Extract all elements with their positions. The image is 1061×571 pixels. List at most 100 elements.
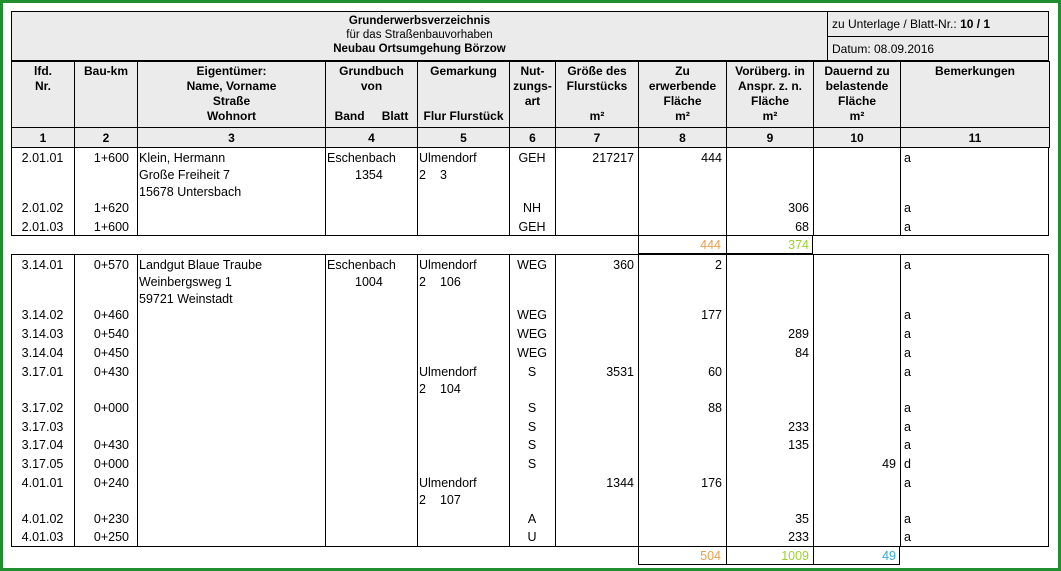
row-nutzungsart: S <box>527 438 537 452</box>
row-bau-km: 1+600 <box>93 220 129 234</box>
owner-street: Große Freiheit 7 <box>139 168 231 182</box>
grid-line <box>900 147 901 236</box>
row-bemerkung: a <box>904 201 911 215</box>
grid-line <box>726 147 727 236</box>
gemarkung-flur: 2 <box>419 382 426 396</box>
gemarkung-flurstueck: 3 <box>439 168 447 182</box>
row-number: 3.14.03 <box>21 327 64 341</box>
group2-owner: Landgut Blaue Traube Weinbergsweg 1 5972… <box>139 257 262 308</box>
column-number-7: 7 <box>555 127 639 148</box>
gemarkung-name: Ulmendorf <box>419 151 477 165</box>
column-number-4: 4 <box>325 127 418 148</box>
grid-line <box>813 147 814 236</box>
row-number: 3.14.02 <box>21 308 64 322</box>
row-erwerb-flaeche: 60 <box>708 365 722 379</box>
column-header-3: Eigentümer: Name, Vorname Straße Wohnort <box>137 61 326 128</box>
group1-sum-col9: 374 <box>788 238 809 252</box>
document-date: Datum: 08.09.2016 <box>832 42 935 56</box>
column-header-label: Grundbuch von <box>339 64 404 93</box>
group2-gemarkung-c: Ulmendorf 2 107 <box>419 475 509 509</box>
row-bemerkung: a <box>904 220 911 234</box>
grid-line <box>900 254 901 547</box>
column-number-11: 11 <box>900 127 1050 148</box>
column-header-label: Eigentümer: Name, Vorname Straße Wohnort <box>186 64 277 123</box>
project-name: Neubau Ortsumgehung Börzow <box>333 43 506 55</box>
row-nutzungsart: NH <box>522 201 542 215</box>
owner-name: Landgut Blaue Traube <box>139 258 263 272</box>
row-bemerkung: a <box>904 346 911 360</box>
row-nutzungsart: S <box>527 457 537 471</box>
column-header-label: Bemerkungen <box>934 64 1016 78</box>
row-nutzungsart: S <box>527 401 537 415</box>
row-flurstueck-size: 217217 <box>592 151 634 165</box>
row-number: 3.14.01 <box>21 258 64 272</box>
row-bau-km: 0+570 <box>93 258 129 272</box>
row-erwerb-flaeche: 88 <box>708 401 722 415</box>
owner-name: Klein, Hermann <box>139 151 226 165</box>
row-erwerb-flaeche: 444 <box>701 151 722 165</box>
row-bemerkung: a <box>904 401 911 415</box>
row-nutzungsart: U <box>527 530 537 544</box>
reference-value: 10 / 1 <box>960 17 991 31</box>
title-box: Grunderwerbsverzeichnis für das Straßenb… <box>11 11 828 61</box>
row-voruebergehend-flaeche: 135 <box>788 438 809 452</box>
row-erwerb-flaeche: 176 <box>701 476 722 490</box>
group1-owner: Klein, Hermann Große Freiheit 7 15678 Un… <box>139 150 241 201</box>
gemarkung-flurstueck: 107 <box>439 493 461 507</box>
row-bemerkung: a <box>904 365 911 379</box>
document-title: Grunderwerbsverzeichnis <box>348 15 491 27</box>
row-number: 3.17.01 <box>21 365 64 379</box>
column-header-6: Nut- zungs- art <box>509 61 556 128</box>
row-number: 4.01.01 <box>21 476 64 490</box>
column-subheader: Band Blatt <box>326 109 417 124</box>
grid-line <box>137 147 138 236</box>
row-flurstueck-size: 1344 <box>606 476 634 490</box>
owner-city: 15678 Untersbach <box>139 185 242 199</box>
column-header-label: Bau-km <box>83 64 128 78</box>
row-nutzungsart: S <box>527 365 537 379</box>
row-bau-km: 0+000 <box>93 401 129 415</box>
column-number-6: 6 <box>509 127 556 148</box>
column-header-label: lfd. Nr. <box>34 64 52 93</box>
row-voruebergehend-flaeche: 233 <box>788 530 809 544</box>
row-nutzungsart: GEH <box>518 151 546 165</box>
row-bau-km: 0+540 <box>93 327 129 341</box>
grid-line <box>638 254 639 547</box>
row-bau-km: 0+460 <box>93 308 129 322</box>
column-header-label: Gemarkung <box>430 64 497 78</box>
grundbuch-blatt: 1354 <box>355 168 383 182</box>
row-number: 2.01.03 <box>21 220 64 234</box>
row-bau-km: 1+620 <box>93 201 129 215</box>
group1-sum-box <box>638 236 813 254</box>
row-bemerkung: a <box>904 438 911 452</box>
gemarkung-flurstueck: 104 <box>439 382 461 396</box>
gemarkung-name: Ulmendorf <box>419 365 477 379</box>
row-erwerb-flaeche: 2 <box>715 258 722 272</box>
column-number-2: 2 <box>74 127 138 148</box>
column-number-8: 8 <box>638 127 727 148</box>
row-voruebergehend-flaeche: 68 <box>795 220 809 234</box>
grid-line <box>555 147 556 236</box>
date-box: Datum: 08.09.2016 <box>827 36 1049 61</box>
row-number: 3.17.02 <box>21 401 64 415</box>
group1-sum-col8: 444 <box>700 238 721 252</box>
row-flurstueck-size: 3531 <box>606 365 634 379</box>
group2-sum-col9: 1009 <box>781 549 809 563</box>
row-bau-km: 0+000 <box>93 457 129 471</box>
row-bemerkung: a <box>904 420 911 434</box>
row-voruebergehend-flaeche: 84 <box>795 346 809 360</box>
row-bemerkung: d <box>904 457 911 471</box>
row-voruebergehend-flaeche: 233 <box>788 420 809 434</box>
column-header-2: Bau-km <box>74 61 138 128</box>
grid-line <box>74 254 75 547</box>
column-header-label: Vorüberg. in Anspr. z. n. Fläche m² <box>735 64 805 123</box>
row-bemerkung: a <box>904 512 911 526</box>
grid-line <box>74 147 75 236</box>
gemarkung-name: Ulmendorf <box>419 476 477 490</box>
row-bau-km: 0+230 <box>93 512 129 526</box>
reference-box: zu Unterlage / Blatt-Nr.: 10 / 1 <box>827 11 1049 37</box>
grid-line <box>638 147 639 236</box>
grundbuch-name: Eschenbach <box>327 258 396 272</box>
group2-sum-box <box>638 547 900 565</box>
column-header-11: Bemerkungen <box>900 61 1050 128</box>
